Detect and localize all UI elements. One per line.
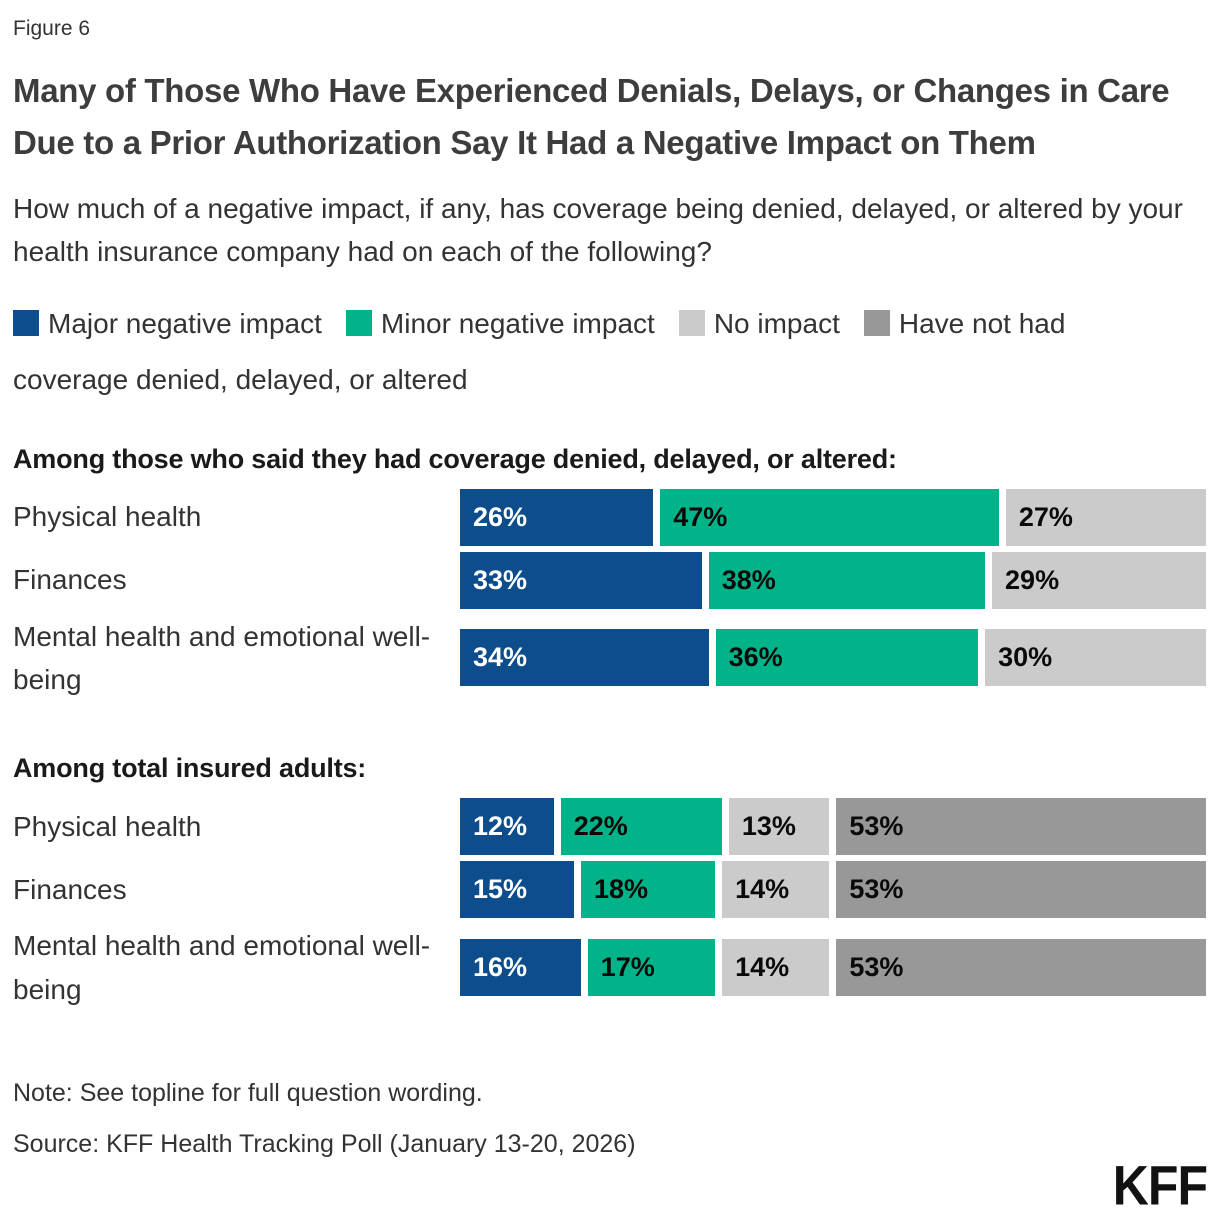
stacked-bar: 12% 22% 13% 53% (460, 798, 1206, 856)
bar-segment: 36% (715, 629, 979, 687)
bar-segment: 30% (985, 629, 1207, 687)
section-heading: Among total insured adults: (13, 753, 367, 784)
source-text: Source: KFF Health Tracking Poll (Januar… (13, 1129, 636, 1158)
stacked-bar: 34% 36% 30% (460, 629, 1207, 687)
figure-label: Figure 6 (13, 17, 91, 40)
legend-swatch-icon (678, 309, 705, 336)
bar-segment: 53% (836, 861, 1206, 919)
note-text: Note: See topline for full question word… (13, 1079, 483, 1108)
bar-segment: 18% (580, 861, 716, 919)
legend-swatch-icon (13, 309, 39, 336)
row-category-label: Physical health (13, 501, 202, 533)
bar-segment: 14% (722, 939, 830, 997)
legend-swatch-icon (345, 309, 372, 336)
legend-item: Minor negative impact (345, 307, 655, 339)
stacked-bar: 33% 38% 29% (460, 551, 1206, 609)
legend-item: No impact (678, 307, 840, 339)
chart: Among those who said they had coverage d… (13, 443, 1207, 1012)
bar-segment: 27% (1005, 488, 1206, 546)
bar-segment: 47% (660, 488, 999, 546)
chart-row: Mental health and emotional well-being 16… (13, 924, 1206, 1011)
bar-segment: 14% (722, 861, 830, 919)
stacked-bar: 15% 18% 14% 53% (460, 861, 1206, 919)
chart-row: Finances 15% 18% 14% 53% (13, 861, 1206, 919)
bar-segment: 34% (460, 629, 709, 687)
stacked-bar: 16% 17% 14% 53% (460, 939, 1206, 997)
footer: Note: See topline for full question word… (13, 1077, 1206, 1160)
bar-segment: 15% (460, 861, 574, 919)
bar-segment: 38% (708, 551, 986, 609)
chart-subtitle: How much of a negative impact, if any, h… (13, 192, 1183, 268)
legend-label: No impact (713, 307, 840, 339)
row-category-label: Finances (13, 564, 127, 596)
figure-page: Figure 6 Many of Those Who Have Experien… (13, 17, 1207, 1160)
chart-title: Many of Those Who Have Experienced Denia… (13, 72, 1170, 161)
bar-segment: 22% (560, 798, 722, 856)
chart-row: Mental health and emotional well-being 34… (13, 615, 1207, 702)
chart-row: Physical health 26% 47% 27% (13, 488, 1206, 546)
legend-label: Minor negative impact (380, 307, 655, 339)
stacked-bar: 26% 47% 27% (460, 488, 1206, 546)
chart-row: Finances 33% 38% 29% (13, 551, 1206, 609)
bar-segment: 29% (992, 551, 1206, 609)
bar-segment: 33% (460, 551, 702, 609)
row-category-label: Finances (13, 874, 127, 906)
legend-item: Major negative impact (13, 308, 322, 339)
bar-segment: 53% (836, 939, 1206, 997)
bar-segment: 26% (460, 488, 654, 546)
legend-item: Have not had coverage denied, delayed, o… (13, 308, 1065, 395)
legend: Major negative impact Minor negative impa… (13, 296, 1188, 408)
row-category-label: Physical health (13, 811, 202, 843)
legend-swatch-icon (863, 309, 890, 336)
bar-segment: 17% (587, 939, 716, 997)
bar-segment: 16% (460, 939, 581, 997)
chart-row: Physical health 12% 22% 13% 53% (13, 798, 1206, 856)
bar-segment: 53% (836, 798, 1206, 856)
kff-logo: KFF (1112, 1154, 1208, 1217)
row-category-label: Mental health and emotional well-being (13, 620, 431, 695)
legend-label: Have not had coverage denied, delayed, o… (13, 307, 1066, 395)
bar-segment: 13% (728, 798, 830, 856)
bar-segment: 12% (460, 798, 554, 856)
legend-label: Major negative impact (48, 307, 322, 339)
section-heading: Among those who said they had coverage d… (13, 443, 897, 474)
row-category-label: Mental health and emotional well-being (13, 930, 431, 1005)
